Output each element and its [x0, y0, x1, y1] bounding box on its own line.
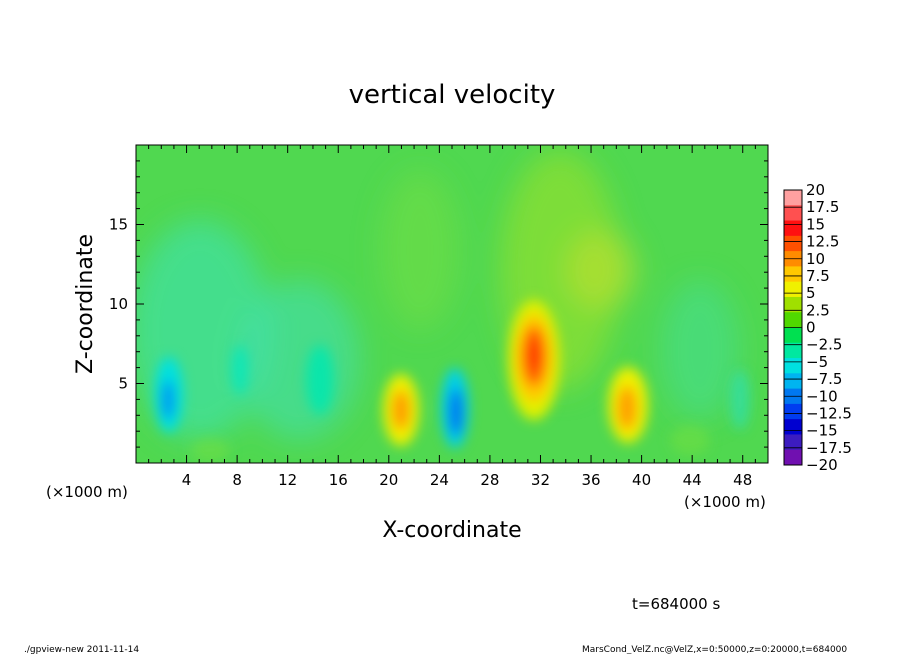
colorbar-swatch — [784, 220, 802, 237]
x-tick-label: 40 — [632, 471, 651, 489]
x-unit-left: (×1000 m) — [46, 483, 128, 501]
x-tick-label: 4 — [182, 471, 192, 489]
colorbar-label: −20 — [806, 456, 838, 474]
footer-right: MarsCond_VelZ.nc@VelZ,x=0:50000,z=0:2000… — [582, 645, 847, 654]
colorbar-swatch — [784, 281, 802, 298]
colorbar-label: −10 — [806, 387, 838, 405]
axis-ticks — [136, 145, 768, 463]
x-tick-label: 24 — [430, 471, 449, 489]
colorbar-label: −7.5 — [806, 370, 842, 388]
x-unit-right: (×1000 m) — [684, 493, 766, 511]
colorbar-label: −12.5 — [806, 404, 852, 422]
colorbar-swatch — [784, 296, 802, 313]
colorbar-swatch — [784, 235, 802, 252]
x-axis-title: X-coordinate — [382, 518, 521, 543]
y-tick-label: 10 — [109, 295, 128, 313]
colorbar-swatch — [784, 342, 802, 359]
colorbar-label: −17.5 — [806, 439, 852, 457]
chart-title: vertical velocity — [349, 80, 556, 110]
colorbar-label: −2.5 — [806, 336, 842, 354]
x-tick-label: 20 — [379, 471, 398, 489]
colorbar-swatch — [784, 266, 802, 283]
time-annotation: t=684000 s — [632, 595, 720, 613]
x-tick-label: 36 — [581, 471, 600, 489]
colorbar-swatch — [784, 449, 802, 466]
footer-left: ./gpview-new 2011-11-14 — [24, 645, 139, 654]
colorbar-swatch — [784, 419, 802, 435]
colorbar-label: 0 — [806, 319, 816, 337]
x-tick-label: 8 — [232, 471, 242, 489]
colorbar-label: 5 — [806, 284, 816, 302]
colorbar-label: 15 — [806, 215, 825, 233]
x-tick-label: 48 — [733, 471, 752, 489]
y-axis-title: Z-coordinate — [73, 234, 98, 374]
y-tick-label: 5 — [118, 375, 128, 393]
colorbar-label: 17.5 — [806, 198, 839, 216]
colorbar-label: 12.5 — [806, 233, 839, 251]
heatmap-features — [155, 300, 750, 462]
colorbar-swatch — [784, 434, 802, 451]
colorbar-swatch — [784, 205, 802, 222]
colorbar-label: −15 — [806, 422, 838, 440]
colorbar-swatch — [784, 327, 802, 344]
x-tick-label: 28 — [480, 471, 499, 489]
colorbar-label: 7.5 — [806, 267, 830, 285]
y-tick-label: 15 — [109, 216, 128, 234]
colorbar-swatch — [784, 312, 802, 328]
colorbar-label: 2.5 — [806, 301, 830, 319]
x-tick-label: 12 — [278, 471, 297, 489]
x-tick-label: 32 — [531, 471, 550, 489]
colorbar-label: 10 — [806, 250, 825, 268]
colorbar: 2017.51512.5107.552.50−2.5−5−7.5−10−12.5… — [783, 181, 852, 474]
colorbar-swatch — [784, 190, 802, 206]
colorbar-swatch — [784, 373, 802, 390]
x-tick-label: 16 — [329, 471, 348, 489]
x-tick-label: 44 — [683, 471, 702, 489]
colorbar-swatch — [784, 358, 802, 374]
colorbar-label: 20 — [806, 181, 825, 199]
colorbar-swatch — [784, 403, 802, 420]
heatmap-field — [136, 145, 768, 463]
colorbar-label: −5 — [806, 353, 828, 371]
